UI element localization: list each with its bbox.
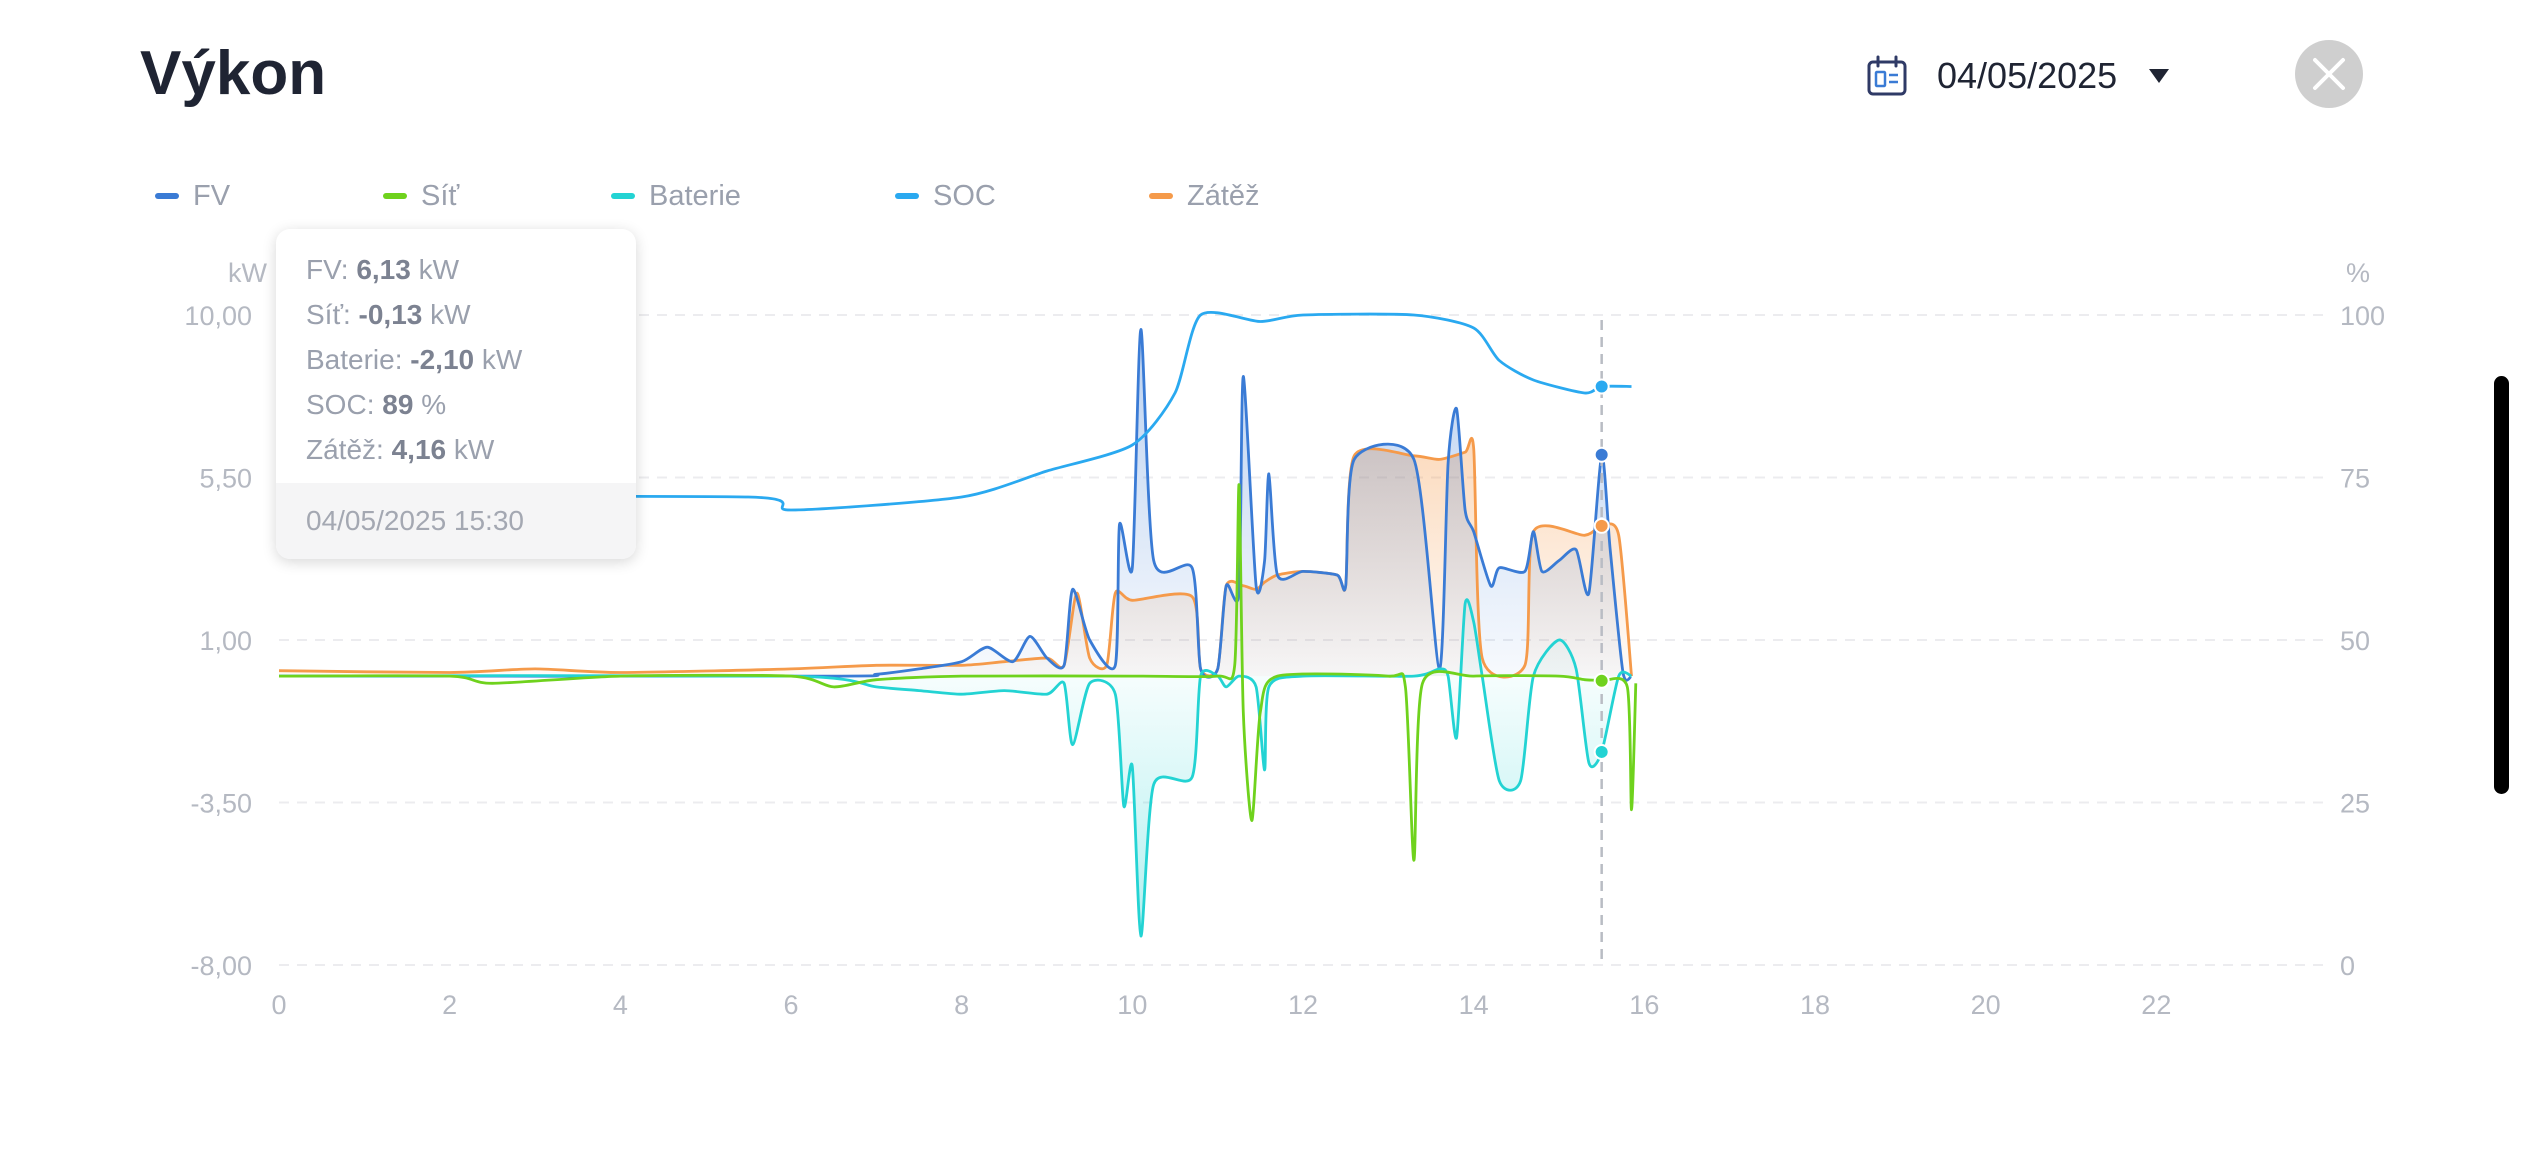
y-left-unit-label: kW [228, 258, 268, 288]
date-value: 04/05/2025 [1937, 55, 2118, 96]
x-tick-label: 20 [1971, 990, 2001, 1020]
tooltip-name: FV [306, 254, 341, 285]
close-icon [2313, 58, 2345, 90]
legend-item-sit[interactable]: Síť [383, 178, 459, 214]
tooltip-unit: % [421, 389, 447, 420]
x-tick-label: 18 [1800, 990, 1830, 1020]
series-line-baterie [278, 598, 1633, 938]
legend-swatch [383, 193, 407, 199]
legend-item-soc[interactable]: SOC [895, 178, 996, 214]
y-left-tick-label: 10,00 [184, 301, 252, 331]
x-tick-label: 12 [1288, 990, 1318, 1020]
legend-swatch [1149, 193, 1173, 199]
legend-label: Síť [421, 179, 460, 212]
y-right-tick-label: 0 [2340, 951, 2355, 981]
legend-swatch [155, 193, 179, 199]
x-tick-label: 8 [954, 990, 969, 1020]
legend-label: Zátěž [1187, 179, 1260, 212]
legend-swatch [611, 193, 635, 199]
legend-item-fv[interactable]: FV [155, 178, 230, 214]
y-right-unit-label: % [2346, 258, 2370, 288]
hover-marker-zátěž [1593, 517, 1610, 534]
hover-marker-soc [1593, 378, 1610, 395]
y-left-tick-label: -8,00 [190, 951, 252, 981]
calendar-icon [1867, 55, 1907, 96]
x-tick-label: 16 [1629, 990, 1659, 1020]
y-left-tick-label: -3,50 [190, 789, 252, 819]
tooltip-value: -0,13 [358, 299, 423, 330]
tooltip-timestamp: 04/05/2025 15:30 [276, 483, 636, 559]
tooltip-row-fv: FV: 6,13 kW [306, 254, 460, 285]
series-area-fv [279, 329, 1632, 681]
tooltip-unit: kW [481, 344, 523, 375]
legend-label: SOC [933, 179, 996, 212]
close-button[interactable] [2295, 40, 2363, 108]
tooltip-row-baterie: Baterie: -2,10 kW [306, 344, 523, 375]
x-tick-label: 2 [442, 990, 457, 1020]
vertical-scrollbar[interactable] [2494, 376, 2509, 794]
tooltip-name: Zátěž [306, 434, 377, 465]
x-tick-label: 22 [2141, 990, 2171, 1020]
tooltip-row-sit: Síť: -0,13 kW [306, 299, 471, 330]
tooltip-value: -2,10 [410, 344, 475, 375]
tooltip-name: SOC [306, 389, 367, 420]
legend-label: FV [193, 179, 231, 212]
x-tick-label: 10 [1117, 990, 1147, 1020]
tooltip-name: Baterie [306, 344, 395, 375]
date-picker[interactable]: 04/05/2025 [1865, 48, 2171, 104]
tooltip-unit: kW [418, 254, 460, 285]
tooltip-row-zatez: Zátěž: 4,16 kW [306, 434, 495, 465]
tooltip-unit: kW [453, 434, 495, 465]
y-right-tick-label: 50 [2340, 626, 2370, 656]
legend-label: Baterie [649, 179, 741, 212]
tooltip-value: 89 [382, 389, 414, 420]
series-line-síť [278, 483, 1638, 862]
hover-marker-fv [1593, 446, 1610, 463]
caret-down-icon [2149, 69, 2170, 83]
legend-item-baterie[interactable]: Baterie [611, 178, 741, 214]
x-tick-label: 6 [783, 990, 798, 1020]
x-tick-label: 14 [1459, 990, 1489, 1020]
y-right-tick-label: 25 [2340, 789, 2370, 819]
x-tick-label: 0 [271, 990, 286, 1020]
legend-item-zatez[interactable]: Zátěž [1149, 178, 1260, 214]
tooltip-row-soc: SOC: 89 % [306, 389, 447, 420]
y-right-tick-label: 75 [2340, 464, 2370, 494]
x-tick-label: 4 [613, 990, 628, 1020]
y-right-tick-label: 100 [2340, 301, 2385, 331]
tooltip-name: Síť [306, 299, 343, 330]
hover-marker-baterie [1593, 743, 1610, 760]
tooltip-value: 4,16 [391, 434, 447, 465]
tooltip-value: 6,13 [356, 254, 411, 285]
y-left-tick-label: 1,00 [199, 626, 252, 656]
hover-marker-síť [1593, 672, 1610, 689]
series-line-fv [278, 327, 1633, 682]
page-title: Výkon [140, 39, 327, 108]
y-left-tick-label: 5,50 [199, 464, 252, 494]
series-line-soc [278, 310, 1632, 512]
tooltip-unit: kW [430, 299, 471, 330]
legend-swatch [895, 193, 919, 199]
series-line-zátěž [278, 437, 1633, 679]
chart-tooltip: FV: 6,13 kW Síť: -0,13 kW Baterie: -2,10… [276, 229, 636, 559]
